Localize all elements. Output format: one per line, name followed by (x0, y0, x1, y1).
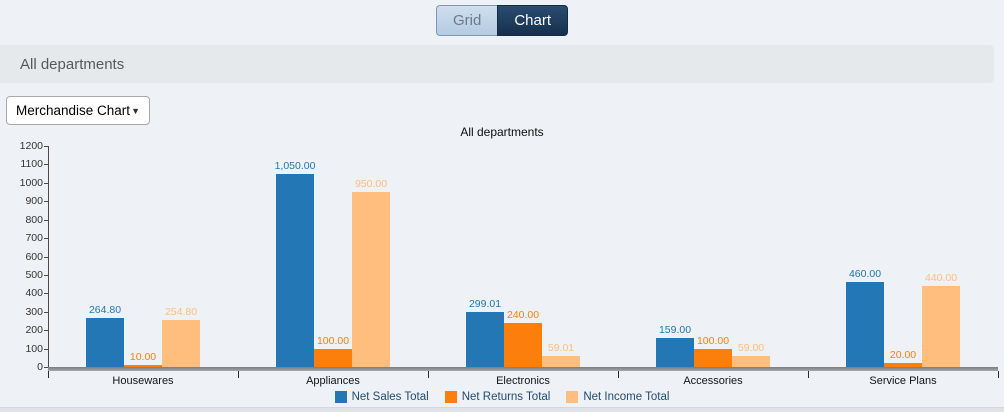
chevron-down-icon: ▼ (131, 105, 140, 116)
legend-swatch-icon (444, 391, 457, 403)
legend-item[interactable]: Net Income Total (566, 391, 669, 403)
y-axis-tick (44, 256, 48, 258)
bar (466, 311, 504, 367)
bar (86, 318, 124, 367)
y-axis-tick (44, 238, 48, 240)
bar-value-label: 100.00 (316, 334, 350, 347)
bar-value-label: 59.00 (737, 342, 765, 355)
bar-value-label: 264.80 (88, 304, 122, 317)
bar (314, 348, 352, 367)
bar (542, 356, 580, 367)
bar (732, 356, 770, 367)
y-axis-tick-label: 1200 (19, 140, 43, 152)
y-axis-tick-label: 100 (25, 342, 43, 355)
bar (694, 348, 732, 367)
y-axis-tick (44, 164, 48, 166)
bar-value-label: 159.00 (658, 323, 692, 336)
bar (504, 322, 542, 367)
legend-label: Net Income Total (583, 391, 670, 403)
y-axis-tick (44, 348, 48, 350)
x-axis-tick (618, 371, 619, 378)
y-axis-tick (44, 311, 48, 313)
y-axis-tick-label: 1000 (19, 176, 43, 189)
y-axis-tick-label: 400 (25, 287, 43, 300)
legend-label: Net Sales Total (351, 391, 429, 403)
y-axis-tick (44, 182, 48, 184)
legend-item[interactable]: Net Returns Total (444, 391, 551, 403)
bar (884, 363, 922, 367)
y-axis-tick-label: 600 (25, 250, 43, 263)
department-title: All departments (20, 55, 125, 73)
y-axis-tick (44, 274, 48, 276)
x-axis-tick (238, 371, 239, 378)
category-label: Appliances (306, 375, 360, 387)
legend-swatch-icon (334, 391, 347, 403)
y-axis-tick-label: 200 (25, 324, 43, 337)
department-header-bar: All departments (0, 45, 994, 83)
chart-title: All departments (460, 125, 544, 139)
bar (352, 192, 390, 367)
bar-value-label: 254.80 (164, 306, 198, 319)
y-axis-tick-label: 500 (25, 268, 43, 281)
bar (276, 173, 314, 367)
x-axis-tick (428, 371, 429, 378)
y-axis-tick (44, 201, 48, 203)
bar-value-label: 20.00 (889, 349, 917, 362)
x-axis-tick (998, 371, 999, 378)
x-axis-tick (48, 371, 49, 378)
y-axis-tick-label: 900 (25, 195, 43, 208)
x-axis-line (48, 367, 998, 371)
chart-type-select[interactable]: Merchandise Chart ▼ (6, 96, 150, 125)
category-label: Accessories (683, 375, 743, 387)
category-label: Electronics (496, 375, 550, 387)
bar (656, 337, 694, 367)
y-axis-tick (44, 330, 48, 332)
bottom-edge (0, 407, 1004, 412)
chart-legend: Net Sales Total Net Returns Total Net Inco… (0, 391, 1004, 403)
bar (124, 365, 162, 367)
y-axis-tick-label: 300 (25, 305, 43, 318)
chart-view-button[interactable]: Chart (497, 5, 569, 36)
y-axis-tick (44, 219, 48, 221)
chart-type-select-value: Merchandise Chart (16, 103, 131, 118)
y-axis-tick (44, 367, 48, 368)
legend-swatch-icon (566, 391, 579, 403)
y-axis-tick-label: 800 (25, 213, 43, 226)
legend-label: Net Returns Total (461, 391, 551, 403)
bar-value-label: 460.00 (848, 268, 882, 281)
bar-value-label: 10.00 (129, 351, 157, 363)
category-label: Housewares (112, 375, 174, 387)
y-axis-tick (44, 146, 48, 147)
bar-value-label: 1,050.00 (274, 159, 316, 172)
bar (922, 285, 960, 367)
bar (846, 282, 884, 367)
bar-value-label: 59.01 (547, 342, 575, 355)
y-axis-tick-label: 700 (25, 232, 43, 245)
bar (162, 320, 200, 367)
grid-view-button[interactable]: Grid (435, 5, 498, 36)
bar-value-label: 299.01 (468, 297, 502, 310)
x-axis-tick (808, 371, 809, 378)
category-label: Service Plans (869, 375, 937, 387)
bar-value-label: 240.00 (506, 308, 540, 321)
bar-value-label: 440.00 (924, 271, 958, 284)
y-axis-tick-label: 1100 (20, 158, 43, 171)
bar-value-label: 100.00 (696, 334, 730, 347)
y-axis-tick-label: 0 (37, 361, 43, 373)
y-axis-tick (44, 293, 48, 295)
view-toggle: Grid Chart (0, 5, 1004, 36)
y-axis-line (48, 146, 49, 370)
legend-item[interactable]: Net Sales Total (334, 391, 429, 403)
bar-value-label: 950.00 (354, 178, 388, 191)
